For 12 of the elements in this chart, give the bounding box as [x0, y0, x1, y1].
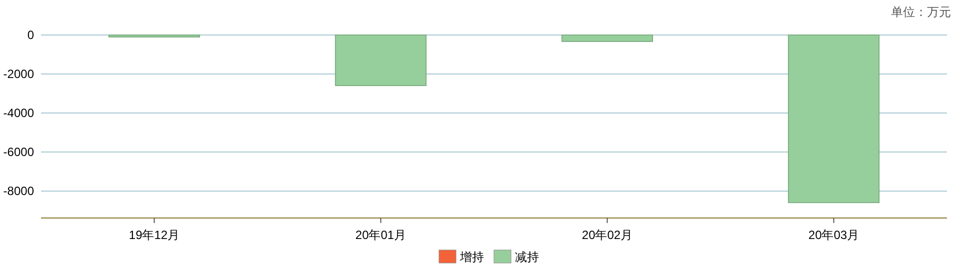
y-tick-label: 0 [27, 28, 34, 42]
y-tick-label: -8000 [3, 184, 34, 198]
x-tick-label: 20年02月 [582, 228, 633, 242]
x-tick-label: 19年12月 [128, 228, 180, 242]
y-tick-label: -2000 [3, 67, 34, 82]
y-tick-label: -4000 [3, 106, 34, 120]
legend-label: 增持 [459, 250, 484, 264]
legend-label: 减持 [515, 250, 539, 264]
x-tick-label: 20年03月 [808, 228, 860, 242]
x-tick-label: 20年01月 [355, 228, 406, 242]
text: 单位：万元 [891, 5, 951, 19]
y-tick-label: -6000 [3, 145, 34, 160]
